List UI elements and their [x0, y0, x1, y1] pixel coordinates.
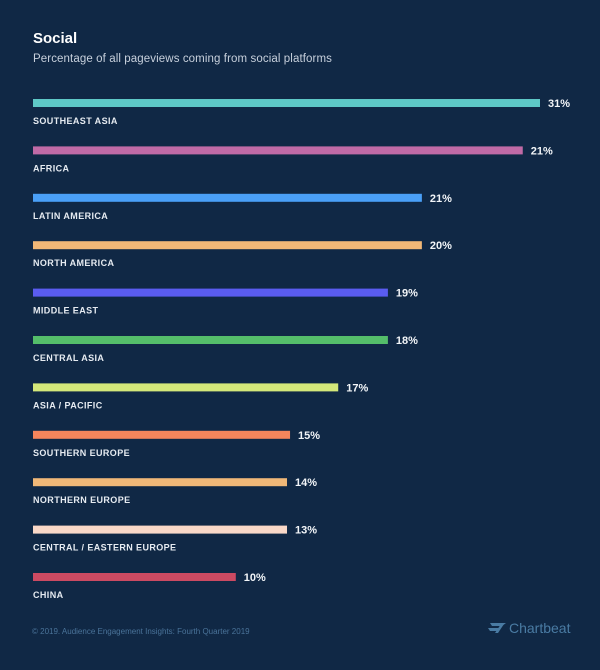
- category-label: SOUTHERN EUROPE: [33, 448, 130, 458]
- copyright-note: © 2019. Audience Engagement Insights: Fo…: [32, 627, 250, 636]
- bar-group: 20% NORTH AMERICA: [33, 240, 452, 268]
- bar: [33, 193, 422, 202]
- bar-group: 18% CENTRAL ASIA: [33, 335, 418, 363]
- bar-group: 21% AFRICA: [33, 145, 553, 173]
- bar: [33, 430, 291, 439]
- value-label: 31%: [548, 98, 570, 110]
- category-label: AFRICA: [33, 163, 69, 173]
- chart-title: Social: [33, 30, 78, 47]
- bar-group: 21% LATIN AMERICA: [33, 193, 452, 221]
- category-label: CENTRAL / EASTERN EUROPE: [33, 543, 176, 553]
- category-label: SOUTHEAST ASIA: [33, 116, 118, 126]
- value-label: 13%: [295, 525, 317, 537]
- value-label: 21%: [430, 193, 452, 205]
- bar-group: 10% CHINA: [33, 572, 266, 600]
- category-label: ASIA / PACIFIC: [33, 400, 103, 410]
- category-label: CHINA: [33, 590, 64, 600]
- bar: [33, 288, 388, 297]
- bar: [33, 241, 422, 250]
- brand-name: Chartbeat: [509, 620, 571, 636]
- value-label: 19%: [396, 288, 418, 300]
- chart-subtitle: Percentage of all pageviews coming from …: [33, 53, 332, 65]
- value-label: 10%: [244, 572, 266, 584]
- bar-group: 17% ASIA / PACIFIC: [33, 382, 368, 410]
- bar-group: 31% SOUTHEAST ASIA: [33, 98, 570, 126]
- chartbeat-logo-icon: [488, 623, 506, 633]
- bar: [33, 478, 288, 487]
- bar: [33, 525, 288, 534]
- value-label: 20%: [430, 240, 452, 252]
- bar: [33, 336, 388, 344]
- bar: [33, 573, 236, 581]
- bar-group: 15% SOUTHERN EUROPE: [33, 430, 320, 458]
- bar: [33, 383, 339, 392]
- value-label: 17%: [346, 382, 368, 394]
- category-label: NORTHERN EUROPE: [33, 495, 131, 505]
- value-label: 14%: [295, 477, 317, 489]
- category-label: MIDDLE EAST: [33, 306, 99, 316]
- category-label: NORTH AMERICA: [33, 258, 114, 268]
- bar-chart: 31% SOUTHEAST ASIA 21% AFRICA 21% LATIN AMERI…: [33, 98, 570, 600]
- category-label: LATIN AMERICA: [33, 211, 108, 221]
- bar-group: 19% MIDDLE EAST: [33, 288, 418, 316]
- bar-group: 14% NORTHERN EUROPE: [33, 477, 317, 505]
- category-label: CENTRAL ASIA: [33, 353, 104, 363]
- value-label: 21%: [531, 145, 553, 157]
- bar-group: 13% CENTRAL / EASTERN EUROPE: [33, 525, 317, 553]
- bar: [33, 99, 540, 107]
- value-label: 15%: [298, 430, 320, 442]
- value-label: 18%: [396, 335, 418, 347]
- bar: [33, 146, 523, 155]
- brand-logo: Chartbeat: [487, 620, 570, 636]
